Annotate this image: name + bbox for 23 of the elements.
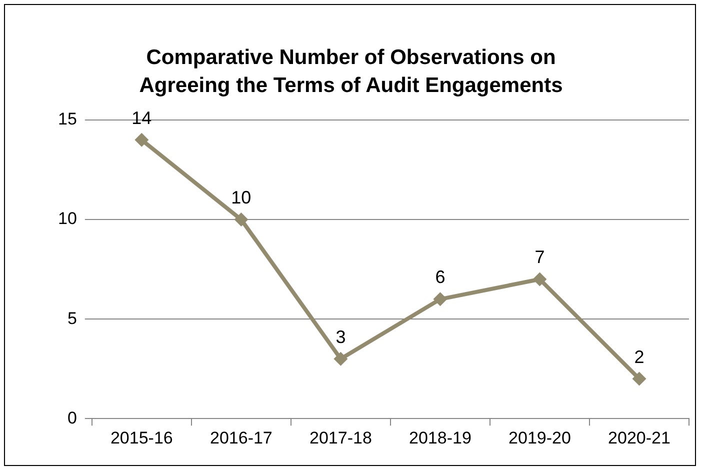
data-label: 2 <box>634 346 644 367</box>
y-tick-label: 10 <box>58 209 77 228</box>
point <box>433 292 448 306</box>
data-label: 10 <box>231 188 252 208</box>
point <box>334 352 348 366</box>
point <box>532 272 547 286</box>
point <box>134 132 149 147</box>
y-tick-label: 0 <box>67 408 77 428</box>
x-tick-label: 2018-19 <box>409 428 472 448</box>
y-tick-label: 15 <box>58 110 77 129</box>
data-label: 7 <box>534 247 545 268</box>
x-tick-label: 2017-18 <box>310 428 372 448</box>
x-tick-label: 2020-21 <box>608 428 670 448</box>
x-tick-label: 2019-20 <box>508 428 571 448</box>
data-label: 3 <box>336 326 346 347</box>
point <box>632 372 646 386</box>
point <box>234 212 248 227</box>
x-tick-label: 2015-16 <box>110 428 173 448</box>
data-label: 6 <box>435 267 446 288</box>
y-tick-label: 5 <box>67 308 77 328</box>
x-tick-label: 2016-17 <box>210 428 272 448</box>
chart-title: Comparative Number of Observations on Agreeing the Terms of Audit Engagements <box>138 45 564 99</box>
data-label: 14 <box>132 108 152 128</box>
